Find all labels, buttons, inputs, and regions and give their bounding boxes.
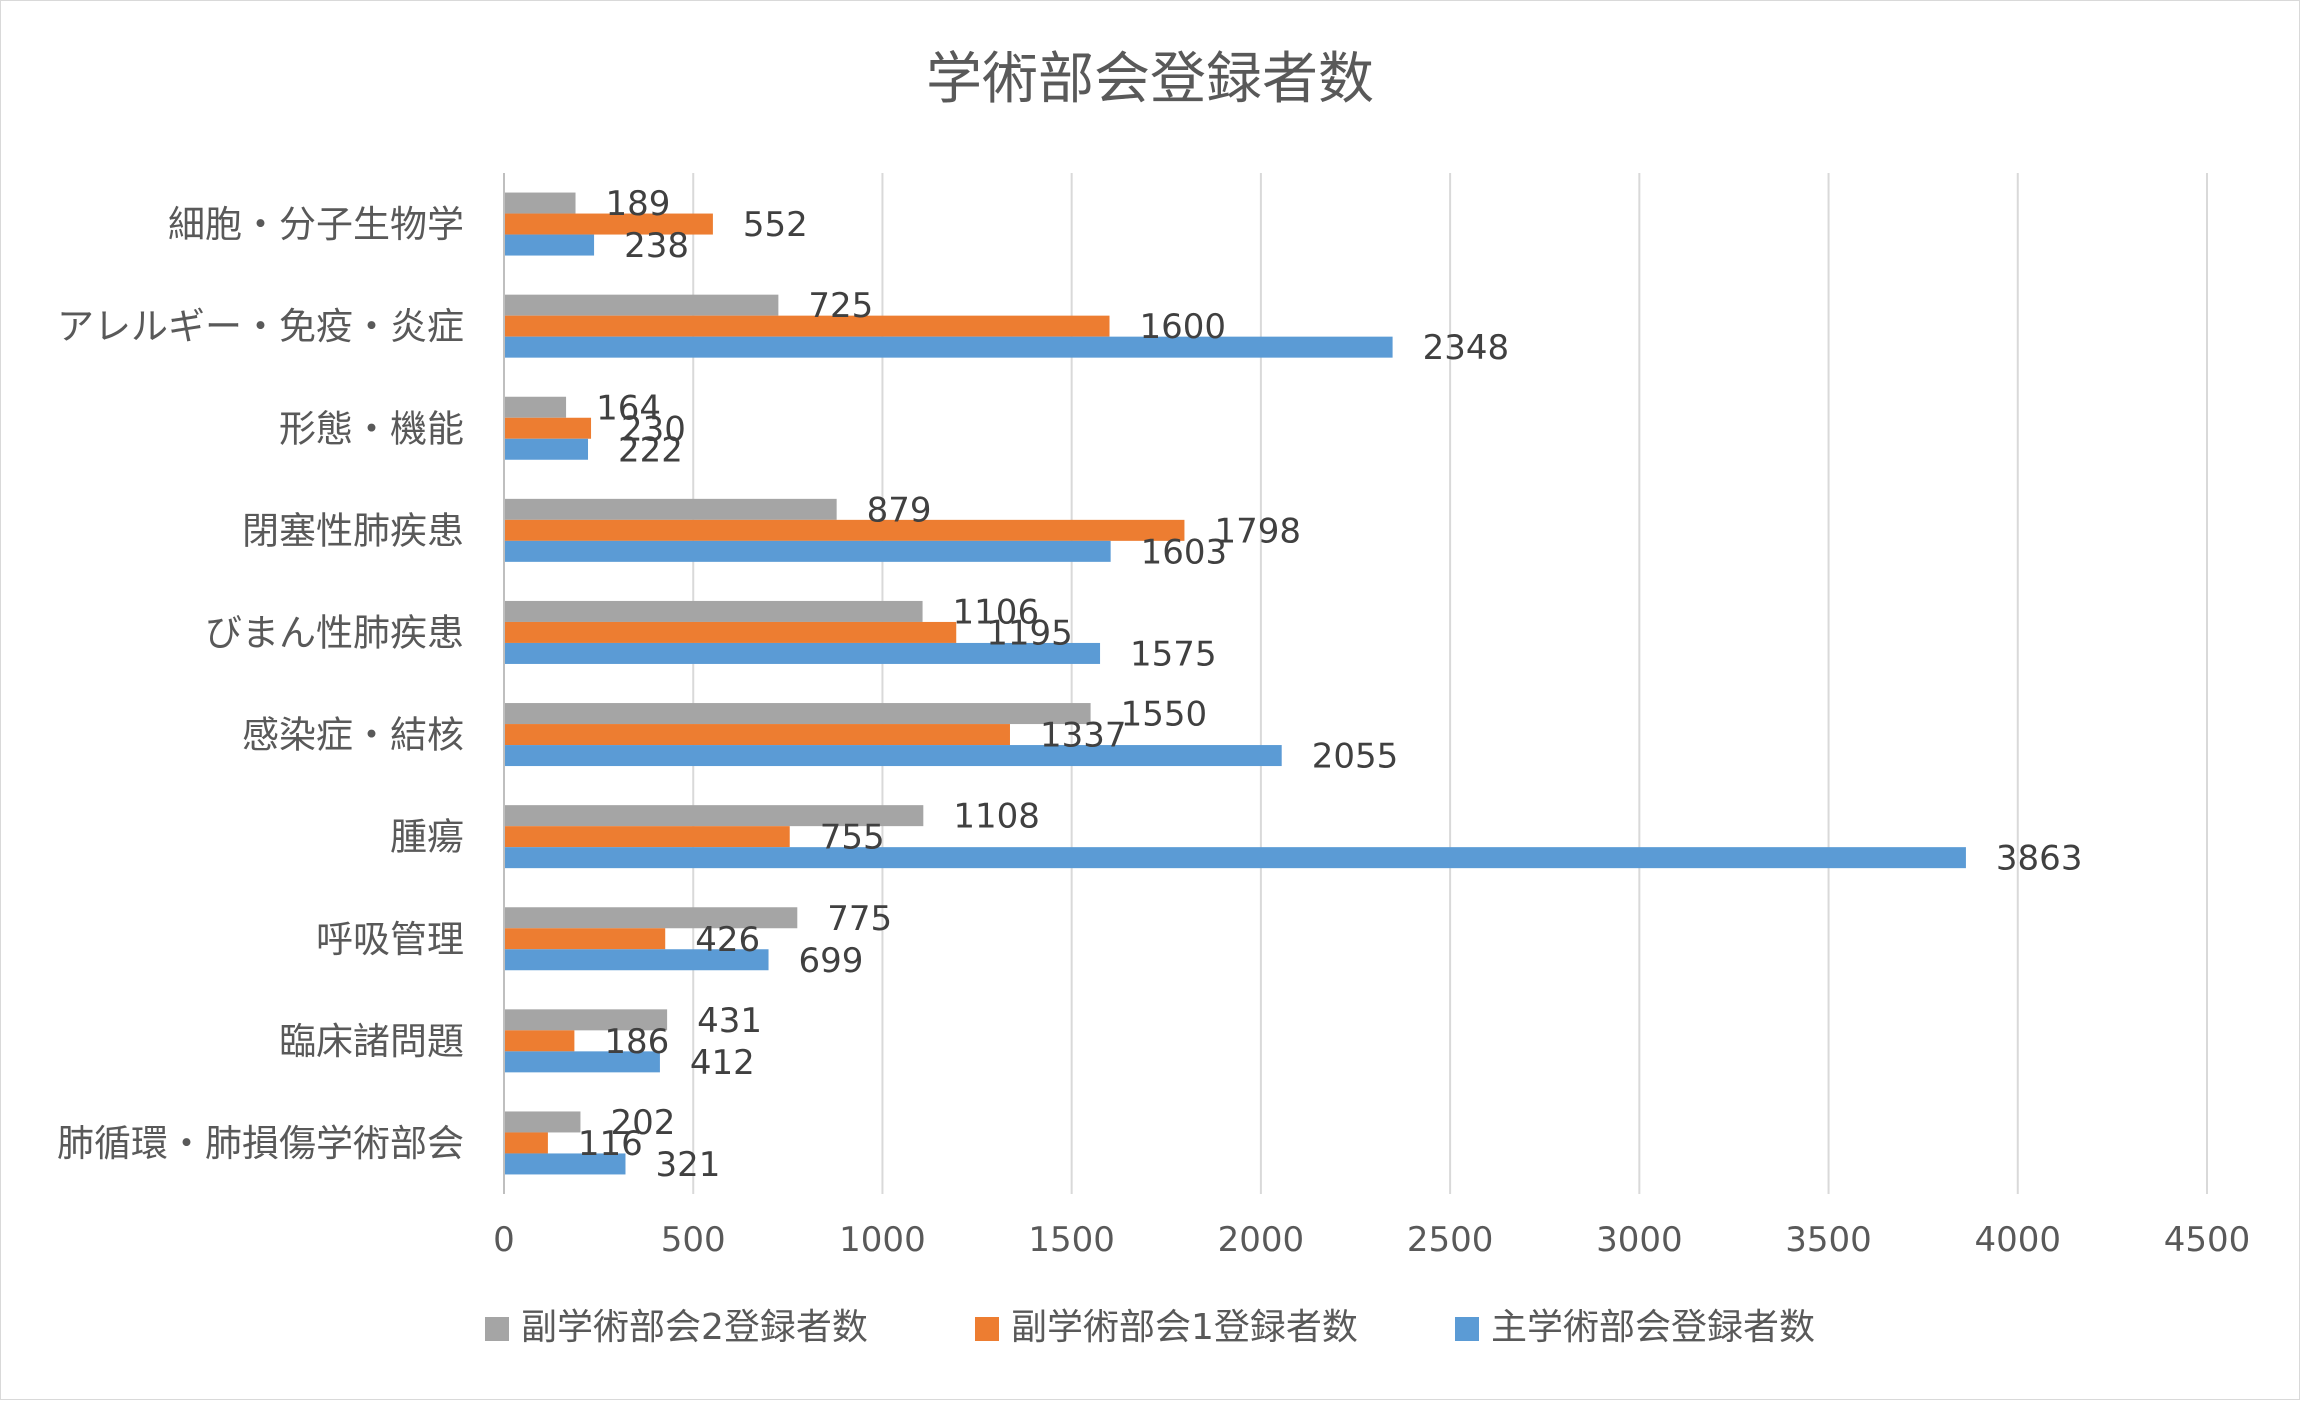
bar-2-5	[504, 621, 957, 643]
legend-label: 副学術部会1登録者数	[1011, 1307, 1358, 1348]
bar-3-10	[504, 1153, 626, 1175]
bar-2-2	[504, 315, 1110, 337]
data-label: 238	[624, 226, 689, 266]
bar-3-5	[504, 642, 1101, 664]
bar-1-4	[504, 498, 837, 520]
bar-2-4	[504, 519, 1185, 541]
data-label: 725	[808, 286, 873, 326]
data-label: 426	[695, 920, 760, 960]
data-label: 3863	[1996, 839, 2083, 879]
bar-2-1	[504, 213, 713, 235]
category-label: 呼吸管理	[316, 918, 464, 961]
bar-3-6	[504, 745, 1282, 767]
bar-2-8	[504, 928, 666, 950]
bar-3-8	[504, 949, 769, 971]
category-label: 形態・機能	[279, 407, 464, 450]
bar-2-7	[504, 826, 790, 848]
legend-swatch	[975, 1317, 999, 1341]
data-label: 755	[820, 818, 885, 858]
data-label: 222	[618, 430, 683, 470]
bar-1-9	[504, 1009, 668, 1031]
data-label: 775	[827, 899, 892, 939]
data-label: 2055	[1312, 737, 1399, 777]
bar-1-1	[504, 192, 576, 214]
bar-1-2	[504, 294, 779, 316]
category-label: 感染症・結核	[242, 714, 464, 757]
data-label: 1603	[1141, 532, 1228, 572]
category-label: 臨床諸問題	[279, 1020, 464, 1063]
data-label: 1337	[1040, 716, 1127, 756]
data-label: 431	[697, 1001, 762, 1041]
data-label: 1798	[1214, 511, 1301, 551]
bar-1-5	[504, 600, 923, 622]
category-label: 閉塞性肺疾患	[242, 509, 464, 552]
data-label: 1575	[1130, 634, 1217, 674]
bar-1-6	[504, 703, 1091, 725]
data-label: 164	[596, 388, 661, 428]
data-label: 1600	[1140, 307, 1227, 347]
data-label: 230	[621, 409, 686, 449]
x-tick-label: 3500	[1785, 1220, 1872, 1260]
category-label: びまん性肺疾患	[205, 611, 464, 654]
legend-swatch	[485, 1317, 509, 1341]
data-label: 321	[655, 1145, 720, 1185]
data-label: 116	[578, 1124, 643, 1164]
bar-3-2	[504, 336, 1393, 358]
legend-swatch	[1455, 1317, 1479, 1341]
bar-3-1	[504, 234, 595, 256]
axes: 0 500 1000 1500 2000 2500 3000 3500 4000 4500 細胞・分…	[57, 173, 2250, 1260]
bar-2-3	[504, 417, 592, 439]
bar-1-3	[504, 396, 567, 418]
x-tick-label: 1500	[1028, 1220, 1115, 1260]
data-label: 1550	[1121, 695, 1208, 735]
category-label: 肺循環・肺損傷学術部会	[57, 1122, 464, 1165]
data-label: 879	[867, 490, 932, 530]
category-label: 腫瘍	[390, 816, 464, 859]
data-label: 2348	[1423, 328, 1510, 368]
x-tick-label: 500	[661, 1220, 726, 1260]
bar-2-9	[504, 1030, 575, 1052]
data-label: 189	[606, 184, 671, 224]
bar-3-3	[504, 438, 589, 460]
data-label: 699	[799, 941, 864, 981]
bar-1-7	[504, 805, 924, 827]
category-label: アレルギー・免疫・炎症	[57, 305, 464, 348]
data-label: 1106	[953, 592, 1040, 632]
bar-1-8	[504, 907, 798, 929]
x-tick-label: 4000	[1975, 1220, 2062, 1260]
data-labels: 189 725 164 879 1106 1550 1108 775 431 202 552 1600…	[578, 184, 2083, 1185]
x-tick-label: 1000	[839, 1220, 926, 1260]
data-label: 186	[604, 1022, 669, 1062]
category-label: 細胞・分子生物学	[168, 203, 464, 246]
x-tick-label: 0	[493, 1220, 515, 1260]
legend: 副学術部会2登録者数 副学術部会1登録者数 主学術部会登録者数	[485, 1307, 1815, 1348]
data-label: 1108	[953, 797, 1040, 837]
bar-3-9	[504, 1051, 660, 1073]
bar-2-6	[504, 724, 1010, 746]
bar-3-7	[504, 847, 1966, 869]
data-label: 412	[690, 1043, 755, 1083]
bar-1-10	[504, 1111, 581, 1133]
data-label: 552	[743, 205, 808, 245]
bar-2-10	[504, 1132, 548, 1154]
x-tick-label: 3000	[1596, 1220, 1683, 1260]
legend-label: 副学術部会2登録者数	[521, 1307, 868, 1348]
x-tick-label: 4500	[2164, 1220, 2251, 1260]
bar-3-4	[504, 540, 1111, 562]
chart-title: 学術部会登録者数	[926, 47, 1374, 112]
x-tick-label: 2500	[1407, 1220, 1494, 1260]
data-label: 202	[610, 1103, 675, 1143]
legend-label: 主学術部会登録者数	[1491, 1307, 1815, 1348]
data-label: 1195	[986, 613, 1073, 653]
x-tick-label: 2000	[1218, 1220, 1305, 1260]
bars	[504, 192, 1966, 1175]
